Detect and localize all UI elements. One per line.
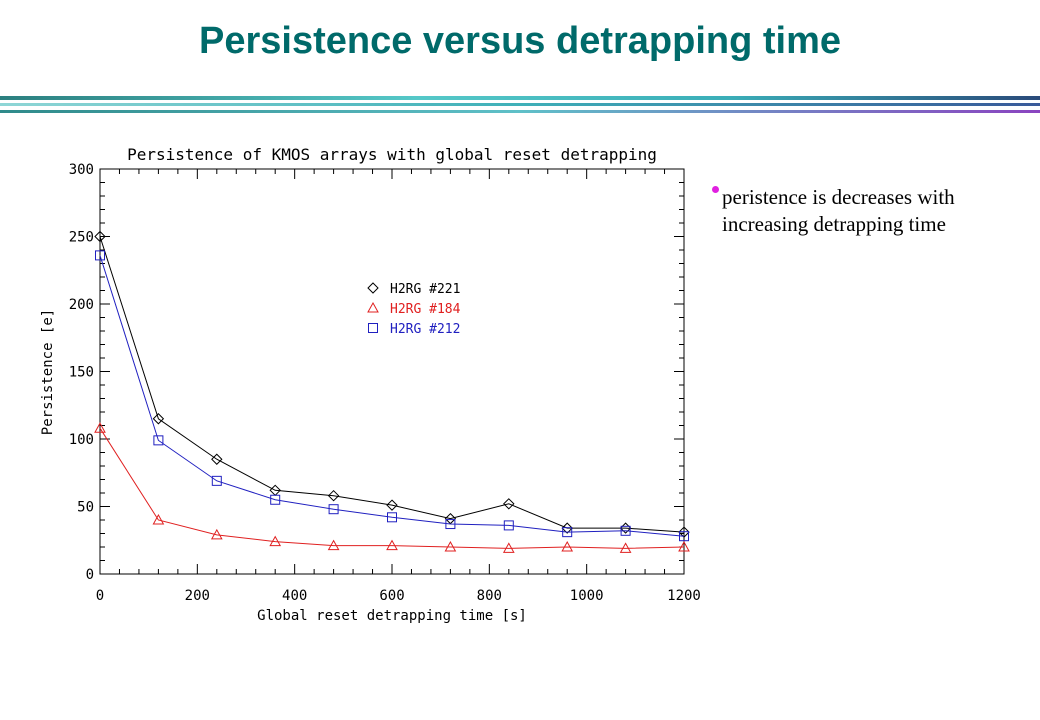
x-tick-label: 200: [185, 588, 210, 604]
data-point: [503, 520, 514, 531]
y-tick-label: 0: [86, 567, 94, 583]
data-point: [95, 250, 105, 261]
data-point: [152, 413, 165, 425]
slide-title: Persistence versus detrapping time: [198, 20, 842, 62]
data-point: [502, 542, 515, 553]
y-tick-label: 300: [69, 162, 94, 178]
series-diamond: [94, 230, 690, 538]
data-point: [620, 525, 631, 536]
y-tick-label: 150: [69, 365, 94, 381]
legend: H2RG #221 H2RG #184 H2RG #212: [367, 282, 461, 337]
legend-label: H2RG #184: [390, 302, 461, 317]
y-tick-label: 250: [69, 230, 94, 246]
data-point: [679, 531, 689, 542]
bullet-text: peristence is decreases with increasing …: [722, 185, 955, 236]
data-point: [328, 504, 339, 515]
y-tick-label: 100: [69, 432, 94, 448]
legend-label: H2RG #221: [390, 282, 460, 297]
x-tick-label: 0: [96, 588, 104, 604]
persistence-chart: Persistence of KMOS arrays with global r…: [40, 145, 701, 624]
title-divider-middle: [0, 103, 1040, 106]
y-tick-label: 50: [77, 500, 94, 516]
series-line: [99, 236, 685, 533]
data-point: [94, 230, 106, 243]
data-point: [562, 527, 573, 538]
series-line: [99, 255, 685, 537]
data-point: [94, 422, 106, 433]
data-point: [444, 540, 457, 552]
data-point: [327, 489, 340, 502]
data-point: [387, 512, 397, 523]
x-tick-label: 1000: [570, 588, 604, 604]
x-tick-label: 400: [282, 588, 307, 604]
x-tick-label: 600: [379, 588, 404, 604]
data-point: [270, 494, 281, 505]
data-point: [619, 542, 632, 553]
data-point: [386, 499, 398, 511]
data-point: [386, 539, 398, 551]
data-point: [269, 535, 282, 547]
data-point: [327, 539, 340, 551]
title-divider-bottom: [0, 110, 1040, 113]
y-axis-label: Persistence [e]: [40, 309, 56, 435]
series-layer: [94, 230, 690, 553]
data-point: [211, 453, 223, 465]
data-point: [561, 522, 573, 534]
chart-title: Persistence of KMOS arrays with global r…: [127, 145, 657, 164]
series-triangle: [94, 422, 690, 553]
data-point: [153, 435, 164, 446]
legend-marker: [367, 301, 379, 313]
x-axis-label: Global reset detrapping time [s]: [257, 608, 527, 624]
data-point: [210, 528, 223, 540]
legend-marker: [368, 323, 378, 333]
axis-ticks: 0 200 400 600 800 1000 1200 0 50 100 150 200 250 300: [69, 162, 701, 604]
x-tick-label: 1200: [667, 588, 701, 604]
data-point: [152, 513, 165, 525]
data-point: [678, 540, 690, 552]
data-point: [503, 498, 515, 510]
y-tick-label: 200: [69, 297, 94, 313]
data-point: [445, 519, 456, 530]
series-square: [95, 250, 689, 542]
title-divider-top: [0, 96, 1040, 100]
legend-label: H2RG #212: [390, 322, 460, 337]
legend-marker: [367, 282, 379, 294]
bullet-icon: [712, 186, 719, 193]
data-point: [678, 526, 690, 538]
data-point: [211, 475, 222, 486]
x-tick-label: 800: [477, 588, 502, 604]
data-point: [561, 540, 574, 552]
series-line: [99, 427, 685, 549]
